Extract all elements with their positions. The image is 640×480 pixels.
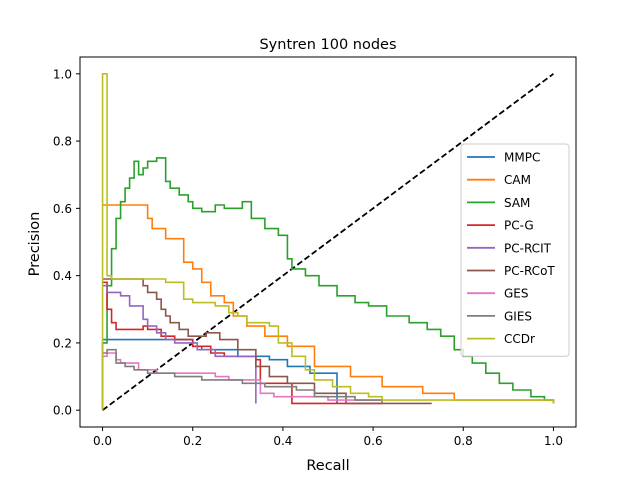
chart-title: Syntren 100 nodes: [259, 37, 396, 53]
y-tick-label: 0.4: [53, 269, 72, 283]
y-axis-label: Precision: [27, 212, 43, 277]
legend-box: [460, 143, 570, 357]
x-tick-label: 0.4: [273, 434, 292, 448]
legend-label: PC-RCoT: [504, 264, 555, 278]
legend: MMPC CAM SAM PC-G PC-RCIT PC-RCoT GES GIES CCDr: [460, 143, 570, 357]
x-tick-label: 0.6: [364, 434, 383, 448]
legend-label: CAM: [504, 173, 531, 187]
legend-label: GES: [504, 287, 529, 301]
x-tick-label: 0.0: [93, 434, 112, 448]
y-axis: 0.0 0.2 0.4 0.6 0.8 1.0: [53, 67, 80, 418]
series-line-ccdr: [101, 73, 555, 411]
legend-label: MMPC: [504, 151, 540, 165]
series-line-pc-rcot: [102, 278, 432, 405]
x-axis-label: Recall: [306, 458, 349, 474]
legend-label: SAM: [504, 196, 530, 210]
legend-label: PC-G: [504, 219, 534, 233]
legend-label: CCDr: [504, 332, 535, 346]
plot-frame: [79, 56, 577, 428]
x-tick-label: 1.0: [544, 434, 563, 448]
y-tick-label: 0.8: [53, 135, 72, 149]
series-lines: [101, 73, 555, 411]
x-axis: 0.0 0.2 0.4 0.6 0.8 1.0: [93, 427, 563, 448]
y-tick-label: 1.0: [53, 67, 72, 81]
series-line-pc-rcit: [102, 284, 257, 404]
y-tick-label: 0.2: [53, 336, 72, 350]
plot-area: [79, 56, 577, 428]
x-tick-label: 0.8: [454, 434, 473, 448]
series-line-cam: [102, 204, 555, 404]
series-line-gies: [102, 348, 383, 404]
y-tick-label: 0.0: [53, 404, 72, 418]
diagonal-reference-line: [102, 73, 554, 411]
x-tick-label: 0.2: [183, 434, 202, 448]
legend-label: PC-RCIT: [504, 241, 552, 255]
legend-label: GIES: [504, 309, 532, 323]
y-tick-label: 0.6: [53, 202, 72, 216]
series-line-pc-g: [102, 281, 383, 405]
